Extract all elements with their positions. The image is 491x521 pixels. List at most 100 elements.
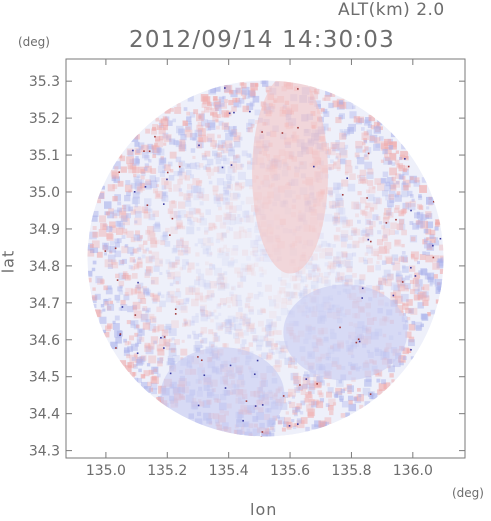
speckle-cell (274, 359, 280, 365)
speckle-cell (394, 159, 400, 165)
speckle-cell (322, 421, 330, 429)
speckle-cell (223, 212, 231, 220)
speckle-cell (215, 238, 221, 244)
speckle-cell (366, 244, 370, 249)
speckle-cell (183, 322, 187, 326)
speckle-cell (338, 259, 346, 267)
speckle-cell (193, 109, 199, 115)
speckle-cell (224, 326, 232, 334)
speckle-cell (178, 128, 185, 136)
speckle-cell (107, 303, 115, 311)
speckle-cell (192, 155, 196, 159)
noise-dot (341, 193, 344, 196)
speckle-cell (246, 296, 252, 302)
speckle-cell (142, 307, 146, 312)
speckle-cell (187, 334, 192, 339)
speckle-cell (102, 329, 106, 334)
speckle-cell (92, 303, 97, 309)
speckle-cell (260, 80, 267, 85)
speckle-cell (131, 134, 139, 142)
speckle-cell (326, 154, 331, 158)
speckle-cell (104, 298, 108, 303)
speckle-cell (261, 327, 267, 332)
speckle-cell (264, 253, 269, 258)
speckle-cell (259, 256, 265, 262)
speckle-cell (396, 270, 402, 277)
speckle-cell (215, 215, 223, 222)
speckle-cell (363, 145, 369, 151)
speckle-cell (215, 125, 220, 130)
speckle-cell (337, 142, 346, 150)
speckle-cell (360, 230, 367, 236)
speckle-cell (244, 302, 251, 309)
speckle-cell (150, 382, 158, 390)
noise-dot (121, 306, 124, 308)
speckle-cell (350, 230, 357, 237)
noise-dot (144, 186, 147, 188)
speckle-cell (114, 250, 122, 258)
speckle-cell (376, 122, 381, 127)
speckle-cell (139, 355, 146, 362)
speckle-cell (161, 329, 169, 337)
speckle-cell (151, 144, 157, 150)
speckle-cell (100, 279, 105, 284)
noise-dot (361, 297, 364, 299)
speckle-cell (217, 325, 223, 331)
speckle-cell (223, 320, 232, 329)
speckle-cell (401, 243, 405, 248)
speckle-cell (316, 375, 324, 383)
speckle-cell (378, 136, 384, 141)
speckle-cell (165, 345, 171, 351)
plot-frame (65, 58, 466, 459)
speckle-cell (395, 193, 400, 198)
speckle-cell (308, 276, 312, 280)
speckle-cell (215, 193, 224, 202)
speckle-cell (126, 354, 131, 359)
speckle-cell (397, 283, 406, 292)
speckle-cell (143, 209, 149, 214)
speckle-cell (381, 178, 386, 183)
speckle-cell (219, 324, 225, 329)
speckle-cell (368, 114, 375, 122)
speckle-cell (216, 114, 221, 119)
speckle-cell (202, 155, 208, 161)
speckle-cell (292, 409, 298, 415)
speckle-cell (134, 217, 142, 226)
speckle-cell (164, 341, 170, 347)
speckle-cell (146, 266, 152, 272)
speckle-cell (229, 260, 235, 266)
altitude-label: ALT(km) 2.0 (338, 0, 445, 20)
speckle-cell (213, 153, 220, 160)
noise-dot (166, 178, 168, 181)
speckle-cell (395, 204, 400, 210)
speckle-cell (165, 259, 171, 265)
speckle-cell (147, 233, 156, 242)
speckle-cell (324, 213, 333, 222)
speckle-cell (333, 235, 341, 242)
noise-dot (410, 348, 412, 351)
speckle-cell (246, 128, 251, 133)
speckle-cell (413, 180, 421, 187)
speckle-cell (377, 230, 382, 235)
speckle-cell (103, 299, 109, 305)
speckle-cell (410, 236, 416, 242)
speckle-cell (150, 276, 159, 285)
speckle-cell (217, 279, 222, 285)
speckle-cell (248, 342, 254, 347)
speckle-cell (187, 193, 193, 199)
speckle-cell (428, 242, 433, 248)
speckle-cell (390, 132, 396, 138)
speckle-cell (186, 226, 195, 235)
speckle-cell (319, 272, 324, 277)
speckle-cell (137, 183, 145, 191)
speckle-cell (220, 150, 225, 154)
speckle-cell (310, 91, 319, 100)
noise-dot (261, 131, 263, 133)
speckle-cell (422, 239, 428, 245)
speckle-cell (265, 331, 270, 336)
speckle-cell (341, 251, 348, 258)
speckle-cell (133, 263, 140, 270)
speckle-cell (280, 307, 289, 316)
speckle-cell (324, 279, 331, 287)
speckle-cell (189, 174, 195, 179)
